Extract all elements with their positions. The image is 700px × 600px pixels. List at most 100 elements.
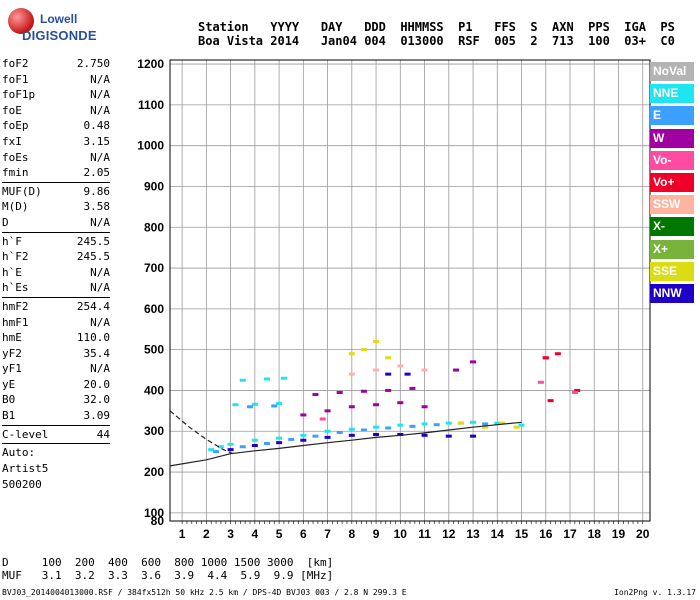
echo-w xyxy=(336,390,343,394)
param-value: 2.750 xyxy=(76,57,110,70)
param-group-profile: hmF2 254.4 hmF1 N/A hmE 110.0 yF2 35.4 yF1 N/A yE 2… xyxy=(2,299,110,424)
param-value: 35.4 xyxy=(83,346,111,360)
echo-w xyxy=(385,388,392,392)
echo-w xyxy=(453,368,460,372)
echo-nne xyxy=(300,433,307,437)
x-tick-label: 5 xyxy=(276,527,283,541)
param-divider xyxy=(2,424,110,426)
param-key: yF1 xyxy=(2,362,22,376)
param-value: N/A xyxy=(90,150,110,164)
x-tick-label: 16 xyxy=(539,527,553,541)
header-label-11: PS xyxy=(660,20,675,34)
param-row-b1: B1 3.09 xyxy=(2,408,110,424)
param-value: 44 xyxy=(96,427,110,441)
echo-w xyxy=(373,403,380,407)
echo-nne xyxy=(217,445,224,449)
echo-e xyxy=(482,422,489,426)
echo-vo xyxy=(537,380,544,384)
echo-nne xyxy=(494,421,501,425)
echo-e xyxy=(336,430,343,434)
x-tick-label: 2 xyxy=(203,527,210,541)
distance-value-5: 1000 xyxy=(194,556,228,569)
echo-sse xyxy=(348,352,355,356)
param-key: yF2 xyxy=(2,346,22,360)
echo-w xyxy=(421,405,428,409)
echo-nne xyxy=(227,442,234,446)
param-row-yf2: yF2 35.4 xyxy=(2,346,110,362)
x-tick-label: 12 xyxy=(442,527,456,541)
x-tick-label: 13 xyxy=(466,527,480,541)
echo-w xyxy=(409,386,416,390)
param-value: 2.05 xyxy=(83,166,111,180)
param-key: fxI xyxy=(2,134,22,148)
distance-row: D 100 200 400 600 800 1000 1500 3000 [km… xyxy=(2,556,333,569)
y-tick-label: 600 xyxy=(144,302,164,316)
legend-sse: SSE xyxy=(650,261,694,281)
param-key: fmin xyxy=(2,166,29,180)
x-tick-label: 11 xyxy=(418,527,431,541)
echo-nne xyxy=(251,402,258,406)
param-group-virtual-heights: h`F 245.5 h`F2 245.5 h`E N/A h`Es N/A xyxy=(2,234,110,296)
param-key: D xyxy=(2,215,9,229)
param-divider xyxy=(2,181,110,183)
param-row-fof1p: foF1p N/A xyxy=(2,87,110,103)
legend-ssw: SSW xyxy=(650,195,694,215)
echo-w xyxy=(300,413,307,417)
echo-nne xyxy=(518,423,525,427)
echo-ssw xyxy=(421,368,428,372)
virtual-height-trace xyxy=(169,421,522,467)
echo-e xyxy=(433,423,440,427)
echo-w xyxy=(324,409,331,413)
param-value: N/A xyxy=(90,362,110,376)
param-divider xyxy=(2,296,110,298)
param-value: 0.48 xyxy=(83,119,111,133)
y-tick-label: 1000 xyxy=(137,139,164,153)
header-value-10: 03+ xyxy=(624,34,661,48)
header-value-2: Jan04 xyxy=(320,34,365,48)
param-key: h`F xyxy=(2,234,22,248)
x-tick-label: 7 xyxy=(324,527,331,541)
echo-nnw xyxy=(300,438,307,442)
echo-e xyxy=(312,434,319,438)
x-tick-label: 6 xyxy=(300,527,307,541)
y-tick-label: 700 xyxy=(144,261,164,275)
param-row-hf2: h`F2 245.5 xyxy=(2,249,110,265)
echo-w xyxy=(470,360,477,364)
param-value: N/A xyxy=(90,88,110,102)
y-tick-label: 800 xyxy=(144,220,164,234)
logo-line-1: Lowell xyxy=(40,12,78,26)
echo-e xyxy=(271,404,278,408)
distance-value-4: 800 xyxy=(161,556,195,569)
x-tick-label: 4 xyxy=(252,527,259,541)
param-value: N/A xyxy=(90,72,110,86)
param-divider xyxy=(2,443,110,445)
y-tick-label: 80 xyxy=(151,514,165,528)
param-value: N/A xyxy=(90,315,110,329)
header-label-8: AXN xyxy=(552,20,589,34)
header-value-8: 713 xyxy=(552,34,589,48)
auto-artist: Artist5 xyxy=(2,462,49,476)
header-values-row: Boa Vista 2014 Jan04 004 013000 RSF 005 … xyxy=(198,34,675,48)
header-value-9: 100 xyxy=(588,34,625,48)
param-value: 3.15 xyxy=(83,134,111,148)
echo-e xyxy=(360,428,367,432)
software-version: Ion2Png v. 1.3.17 xyxy=(614,588,696,597)
param-key: hmF1 xyxy=(2,315,29,329)
muf-row: MUF 3.1 3.2 3.3 3.6 3.9 4.4 5.9 9.9 [MHz… xyxy=(2,569,333,582)
legend-vo: Vo+ xyxy=(650,172,694,192)
muf-value-0: 3.1 xyxy=(21,569,62,582)
header-value-6: 005 xyxy=(494,34,531,48)
legend-vo: Vo- xyxy=(650,150,694,170)
dashed-trace xyxy=(169,410,234,455)
param-value: 254.4 xyxy=(76,299,110,313)
echo-nnw xyxy=(227,448,234,452)
header-value-3: 004 xyxy=(364,34,401,48)
param-key: h`E xyxy=(2,265,22,279)
echo-nnw xyxy=(470,434,477,438)
legend-e: E xyxy=(650,106,694,126)
muf-label: MUF xyxy=(2,569,22,582)
echo-nnw xyxy=(404,372,411,376)
station-header: Station YYYY DAY DDD HHMMSS P1 FFS S AXN… xyxy=(198,20,675,48)
header-label-7: S xyxy=(530,20,553,34)
echo-e xyxy=(263,441,270,445)
